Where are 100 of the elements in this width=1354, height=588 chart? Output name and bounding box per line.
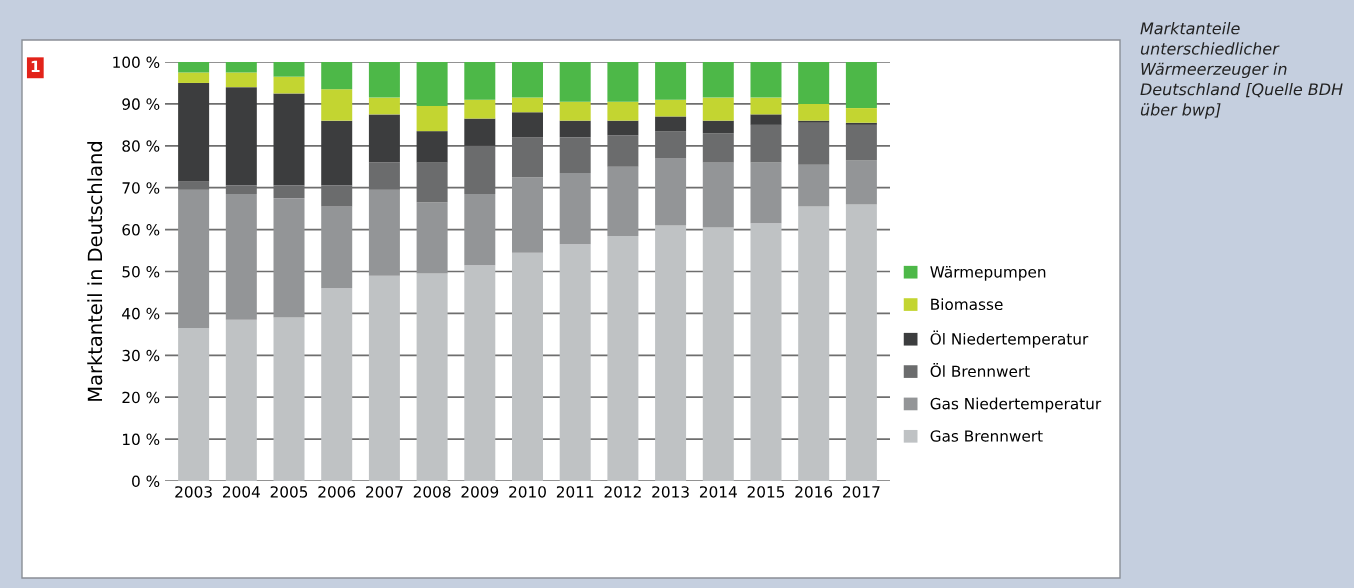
x-tick-label: 2007 bbox=[366, 486, 403, 498]
legend-label: Biomasse bbox=[931, 298, 1003, 311]
bar bbox=[321, 120, 353, 186]
bar bbox=[416, 131, 448, 163]
bar bbox=[464, 118, 496, 146]
bar bbox=[368, 189, 400, 276]
y-tick-label: 40 % bbox=[122, 307, 160, 320]
bar bbox=[559, 244, 591, 481]
bar bbox=[750, 162, 782, 224]
x-tick-label: 2014 bbox=[699, 486, 737, 498]
bar bbox=[702, 97, 734, 121]
y-tick-label: 100 % bbox=[113, 56, 160, 69]
bar bbox=[225, 62, 257, 73]
legend-label: Wärmepumpen bbox=[930, 265, 1046, 281]
bar bbox=[559, 120, 591, 138]
y-axis-title: Marktanteil in Deutschland bbox=[87, 142, 103, 401]
x-tick-label: 2015 bbox=[747, 486, 785, 498]
x-tick-label: 2004 bbox=[222, 486, 260, 498]
bar bbox=[750, 97, 782, 115]
bar bbox=[273, 93, 305, 186]
bar bbox=[798, 206, 830, 481]
bar bbox=[512, 62, 543, 98]
bar bbox=[559, 173, 591, 245]
text: Marktanteile unterschiedlicher Wärmeerzeuger in Deutschland [Quelle BDH über bwp] bbox=[1140, 22, 1343, 119]
bar bbox=[178, 189, 210, 329]
bar bbox=[559, 101, 591, 121]
y-tick-label: 60 % bbox=[122, 224, 160, 236]
bar bbox=[225, 193, 257, 320]
bar bbox=[702, 120, 734, 134]
bar bbox=[178, 72, 210, 83]
bar bbox=[607, 235, 639, 481]
legend-label: Öl Brennwert bbox=[930, 362, 1030, 378]
bar bbox=[464, 193, 496, 266]
y-tick-label: 30 % bbox=[122, 349, 160, 362]
bar bbox=[655, 158, 687, 226]
bar bbox=[321, 62, 353, 90]
bar bbox=[655, 116, 687, 132]
x-tick-label: 2012 bbox=[604, 486, 641, 498]
legend-label: Öl Niedertemperatur bbox=[930, 330, 1089, 348]
bar bbox=[702, 162, 734, 228]
bar bbox=[512, 97, 543, 113]
bar bbox=[416, 62, 448, 106]
bar bbox=[798, 62, 830, 104]
bar bbox=[368, 97, 400, 115]
bar bbox=[607, 62, 639, 102]
bar bbox=[368, 62, 400, 98]
bar bbox=[655, 225, 687, 481]
x-tick-label: 2011 bbox=[556, 486, 594, 498]
x-tick-label: 2016 bbox=[795, 486, 833, 498]
bar bbox=[225, 319, 257, 481]
bar bbox=[607, 120, 639, 136]
bar bbox=[321, 288, 353, 481]
y-tick-label: 20 % bbox=[122, 391, 160, 404]
legend-label: Gas Niedertemperatur bbox=[930, 397, 1102, 413]
bar bbox=[273, 62, 305, 77]
bar bbox=[368, 275, 400, 481]
bar bbox=[845, 62, 877, 109]
bar bbox=[321, 206, 353, 289]
bar bbox=[750, 62, 782, 98]
bar bbox=[845, 160, 877, 205]
y-tick-label: 0 % bbox=[132, 475, 160, 488]
bar bbox=[702, 227, 734, 481]
bar bbox=[273, 317, 305, 481]
bar bbox=[178, 328, 210, 481]
bar bbox=[702, 62, 734, 98]
bar bbox=[416, 202, 448, 274]
bar bbox=[845, 108, 877, 123]
bar bbox=[750, 223, 782, 481]
bar bbox=[464, 62, 496, 100]
text: 1 bbox=[31, 60, 40, 72]
bar bbox=[464, 99, 496, 119]
legend-label: Gas Brennwert bbox=[930, 430, 1043, 442]
bar bbox=[225, 87, 257, 186]
bar bbox=[416, 273, 448, 481]
bar bbox=[559, 62, 591, 102]
bar bbox=[655, 99, 687, 117]
x-tick-label: 2009 bbox=[461, 486, 499, 498]
y-tick-label: 70 % bbox=[122, 182, 160, 194]
bar bbox=[225, 72, 257, 88]
bar bbox=[655, 62, 687, 100]
bar bbox=[607, 101, 639, 121]
bar bbox=[750, 114, 782, 125]
bar bbox=[512, 252, 543, 481]
y-tick-label: 80 % bbox=[122, 140, 160, 152]
bar bbox=[321, 89, 353, 121]
bar bbox=[798, 120, 830, 123]
x-tick-label: 2003 bbox=[175, 486, 212, 498]
bar bbox=[178, 62, 210, 73]
bar bbox=[512, 177, 543, 253]
y-tick-label: 50 % bbox=[122, 265, 160, 278]
x-tick-label: 2010 bbox=[509, 486, 546, 498]
bar bbox=[178, 82, 210, 182]
bar bbox=[512, 112, 543, 138]
bar bbox=[273, 198, 305, 318]
y-tick-label: 90 % bbox=[122, 98, 160, 110]
bar bbox=[273, 76, 305, 94]
x-tick-label: 2008 bbox=[413, 486, 451, 498]
x-tick-label: 2005 bbox=[270, 486, 308, 498]
bar bbox=[607, 166, 639, 236]
x-tick-label: 2017 bbox=[843, 486, 880, 498]
